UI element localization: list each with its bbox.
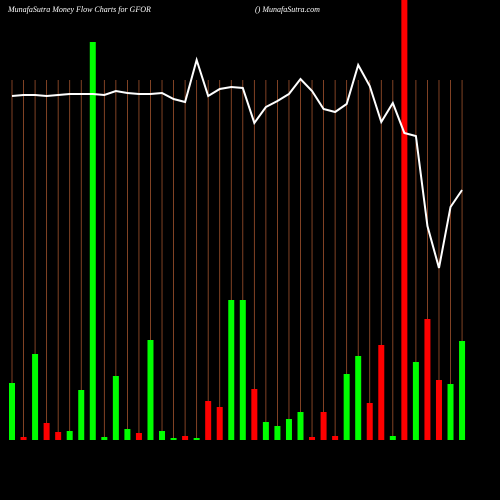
bar bbox=[366, 403, 373, 440]
bar bbox=[332, 436, 339, 440]
bar bbox=[9, 383, 15, 440]
bar bbox=[239, 300, 246, 440]
bar bbox=[66, 431, 73, 440]
bar bbox=[89, 42, 96, 440]
bar bbox=[343, 374, 350, 440]
bar bbox=[193, 438, 200, 440]
bar bbox=[147, 340, 154, 440]
bar bbox=[355, 356, 362, 440]
bar bbox=[228, 300, 235, 440]
bar bbox=[251, 389, 258, 440]
bar bbox=[378, 345, 385, 440]
bar bbox=[32, 354, 39, 440]
bar bbox=[205, 401, 212, 440]
bar bbox=[424, 319, 431, 440]
bar bbox=[274, 426, 281, 440]
bar bbox=[447, 384, 454, 440]
chart-subtitle: () MunafaSutra.com bbox=[255, 5, 320, 14]
bar bbox=[459, 341, 466, 440]
bar bbox=[170, 438, 177, 440]
bar bbox=[135, 433, 142, 440]
bar bbox=[101, 437, 108, 440]
bar bbox=[412, 362, 419, 440]
bar bbox=[78, 390, 85, 440]
bar bbox=[20, 437, 27, 440]
chart-title: MunafaSutra Money Flow Charts for GFOR bbox=[7, 5, 151, 14]
bar bbox=[389, 436, 396, 440]
bar bbox=[43, 423, 50, 440]
bar bbox=[262, 422, 269, 440]
bar bbox=[55, 432, 62, 440]
money-flow-line bbox=[11, 56, 463, 269]
bar bbox=[285, 419, 292, 440]
bar bbox=[112, 376, 119, 440]
bar bbox=[297, 412, 304, 440]
bar bbox=[320, 412, 327, 440]
bar bbox=[216, 407, 223, 440]
bar bbox=[401, 0, 408, 440]
bar bbox=[182, 436, 189, 440]
bar bbox=[124, 429, 131, 440]
bar bbox=[309, 437, 316, 440]
bar bbox=[159, 431, 166, 440]
bar bbox=[435, 380, 442, 440]
